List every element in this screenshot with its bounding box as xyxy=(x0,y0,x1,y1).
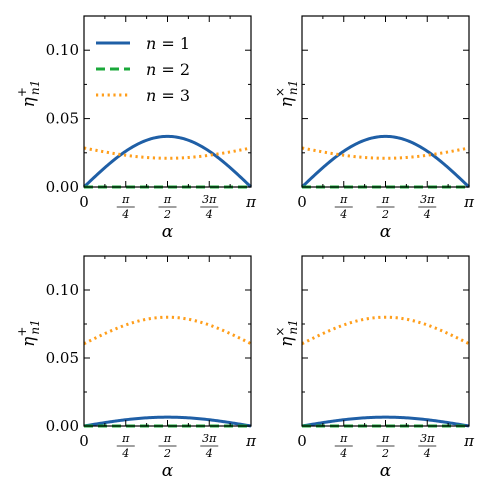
series-line-n1 xyxy=(300,134,471,189)
x-tick-label: π xyxy=(245,193,257,211)
svg-text:2: 2 xyxy=(381,208,389,221)
x-tick-label: π4 xyxy=(116,193,135,221)
x-tick-label: 0 xyxy=(79,432,89,450)
x-tick-label: 0 xyxy=(297,432,307,450)
y-axis-label: η×n1 xyxy=(273,319,300,347)
legend: n = 1 n = 2 n = 3 xyxy=(96,34,190,105)
x-tick-label: π4 xyxy=(334,193,353,221)
legend-label-n2: n = 2 xyxy=(146,60,190,79)
x-tick-label: π xyxy=(463,193,475,211)
legend-label-n3: n = 3 xyxy=(146,86,190,105)
svg-text:π: π xyxy=(163,193,172,206)
axes-frame xyxy=(83,255,252,427)
svg-text:π: π xyxy=(339,432,348,445)
x-axis-label: α xyxy=(162,222,174,242)
svg-text:π: π xyxy=(339,193,348,206)
svg-text:4: 4 xyxy=(205,208,213,221)
svg-text:π: π xyxy=(381,432,390,445)
x-tick-label: 3π4 xyxy=(200,193,219,221)
series-line-n3 xyxy=(83,146,252,160)
legend-label-n1: n = 1 xyxy=(146,34,190,53)
series-line-n1 xyxy=(82,134,253,189)
y-tick-label: 0.00 xyxy=(46,417,79,435)
x-tick-label: 3π4 xyxy=(418,432,437,460)
svg-text:4: 4 xyxy=(205,447,213,460)
y-tick-label: 0.05 xyxy=(46,110,79,128)
x-tick-label: π4 xyxy=(334,432,353,460)
y-tick-label: 0.05 xyxy=(46,349,79,367)
svg-text:π: π xyxy=(121,193,130,206)
series-line-n3 xyxy=(301,146,470,160)
svg-text:π: π xyxy=(381,193,390,206)
svg-text:2: 2 xyxy=(381,447,389,460)
series-line-n1 xyxy=(83,415,252,428)
x-tick-label: π2 xyxy=(158,432,177,460)
x-tick-label: π xyxy=(245,432,257,450)
y-axis-label: η+n1 xyxy=(15,80,42,108)
svg-text:4: 4 xyxy=(423,447,431,460)
x-axis-label: α xyxy=(380,222,392,242)
y-tick-label: 0.10 xyxy=(46,281,79,299)
svg-text:π: π xyxy=(121,432,130,445)
axes-frame xyxy=(301,255,470,427)
x-axis-label: α xyxy=(162,461,174,481)
x-tick-label: π2 xyxy=(158,193,177,221)
x-tick-label: π xyxy=(463,432,475,450)
x-tick-label: 3π4 xyxy=(418,193,437,221)
svg-text:4: 4 xyxy=(339,447,347,460)
svg-text:4: 4 xyxy=(121,208,129,221)
svg-text:3π: 3π xyxy=(420,193,435,206)
svg-text:π: π xyxy=(163,432,172,445)
y-axis-label: η×n1 xyxy=(273,80,300,108)
x-tick-label: π4 xyxy=(116,432,135,460)
svg-text:4: 4 xyxy=(121,447,129,460)
svg-text:4: 4 xyxy=(423,208,431,221)
x-tick-label: 0 xyxy=(79,193,89,211)
y-axis-label: η+n1 xyxy=(15,319,42,347)
x-tick-label: π2 xyxy=(376,193,395,221)
x-tick-label: π2 xyxy=(376,432,395,460)
svg-text:3π: 3π xyxy=(202,432,217,445)
x-tick-label: 3π4 xyxy=(200,432,219,460)
svg-text:2: 2 xyxy=(163,447,171,460)
y-tick-label: 0.10 xyxy=(46,41,79,59)
svg-text:2: 2 xyxy=(163,208,171,221)
series-line-n3 xyxy=(301,315,470,346)
svg-text:4: 4 xyxy=(339,208,347,221)
axes-frame xyxy=(301,15,470,188)
y-tick-label: 0.00 xyxy=(46,178,79,196)
series-line-n1 xyxy=(301,415,470,428)
x-axis-label: α xyxy=(380,461,392,481)
svg-text:3π: 3π xyxy=(420,432,435,445)
x-tick-label: 0 xyxy=(297,193,307,211)
svg-text:3π: 3π xyxy=(202,193,217,206)
series-line-n3 xyxy=(83,315,252,346)
